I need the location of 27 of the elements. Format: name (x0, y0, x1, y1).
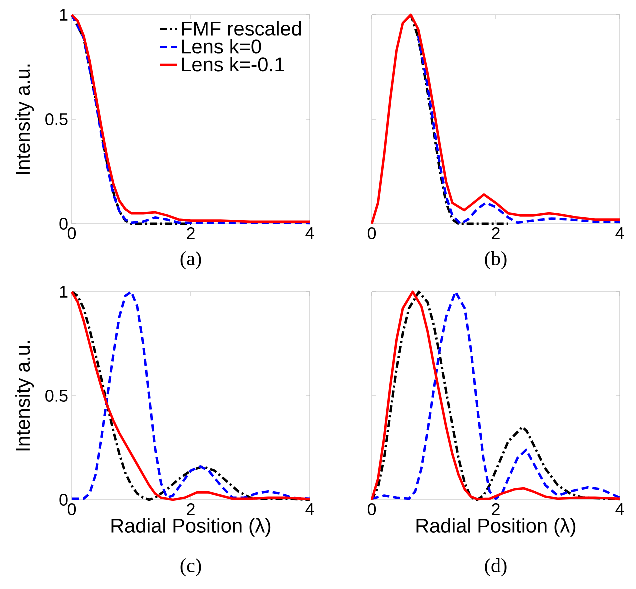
x-tick-label: 4 (616, 228, 624, 240)
x-tick-label: 2 (492, 228, 500, 240)
x-tick-label: 4 (306, 504, 314, 516)
y-tick-label: 0 (60, 218, 68, 230)
y-tick-label: 1 (60, 9, 68, 21)
x-tick-label: 2 (492, 504, 500, 516)
text: (d) (485, 558, 507, 577)
x-tick-label: 4 (306, 228, 314, 240)
y-axis-title: Intensity a.u. (16, 64, 34, 174)
legend-label: FMF rescaled (182, 21, 302, 36)
x-tick-label: 0 (368, 504, 376, 516)
x-axis-title: Radial Position (λ) (112, 518, 271, 537)
text: (b) (485, 252, 507, 270)
x-tick-label: 2 (187, 504, 195, 516)
x-axis-title: Radial Position (λ) (416, 518, 576, 537)
y-tick-label: 0.5 (46, 114, 68, 126)
y-tick-label: 0.5 (46, 390, 68, 402)
y-tick-label: 0 (60, 494, 68, 506)
x-tick-label: 4 (616, 504, 624, 516)
text: (a) (180, 252, 202, 270)
y-axis-title: Intensity a.u. (16, 341, 34, 451)
legend-label: Lens k=-0.1 (182, 57, 284, 72)
y-tick-label: 1 (60, 286, 68, 298)
legend-label: Lens k=0 (182, 39, 262, 54)
text: (c) (180, 558, 202, 577)
x-tick-label: 2 (187, 228, 195, 240)
x-tick-label: 0 (368, 228, 376, 240)
